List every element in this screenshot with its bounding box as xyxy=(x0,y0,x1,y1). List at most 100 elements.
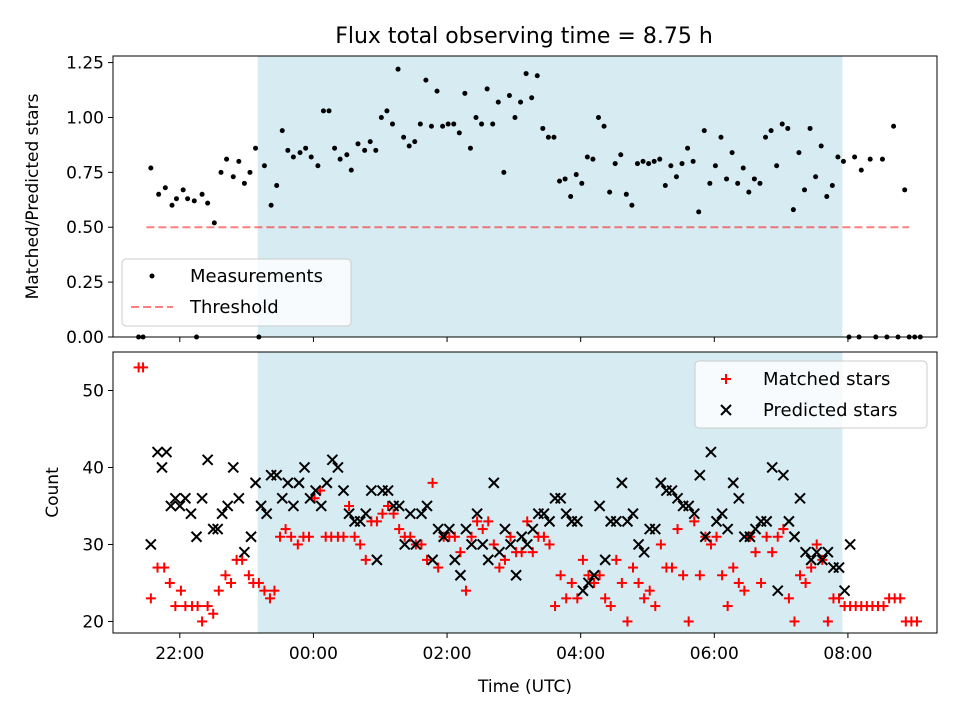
predicted-star-point xyxy=(426,554,439,566)
predicted-star-point xyxy=(174,500,186,512)
measurement-point xyxy=(746,189,752,195)
predicted-star-point xyxy=(638,546,650,558)
predicted-star-point xyxy=(833,561,845,574)
matched-star-point xyxy=(208,608,219,619)
predicted-star-point xyxy=(577,584,589,597)
legend-predicted-marker xyxy=(720,404,732,416)
predicted-star-point xyxy=(151,446,164,458)
predicted-star-point xyxy=(616,477,628,489)
predicted-star-point xyxy=(510,569,522,581)
top-panel: 0.00 0.25 0.50 0.75 1.00 1.25 Matched/Predict… xyxy=(23,54,938,348)
predicted-star-point xyxy=(799,546,812,558)
measurement-point xyxy=(445,121,451,127)
predicted-star-point xyxy=(371,554,383,566)
predicted-star-point xyxy=(309,484,322,497)
predicted-star-point xyxy=(293,477,305,489)
measurement-point xyxy=(673,174,679,180)
bottom-axes-frame xyxy=(112,351,938,634)
matched-star-point xyxy=(733,577,744,588)
matched-star-point xyxy=(360,554,371,565)
x-axis-label: Time (UTC) xyxy=(477,677,572,697)
measurement-point xyxy=(801,187,807,193)
predicted-star-point xyxy=(201,454,214,466)
measurement-point xyxy=(763,134,769,140)
predicted-star-point xyxy=(716,507,728,520)
legend-matched-marker xyxy=(721,374,731,384)
matched-star-point xyxy=(728,562,739,573)
measurement-point xyxy=(607,189,613,195)
measurement-point xyxy=(824,194,830,199)
matched-star-point xyxy=(377,508,388,519)
predicted-star-point xyxy=(460,523,472,535)
measurement-point xyxy=(173,196,179,202)
matched-star-point xyxy=(460,585,471,596)
x-tick-label: 02:00 xyxy=(423,644,472,664)
measurement-point xyxy=(484,86,490,92)
matched-star-point xyxy=(292,539,303,550)
matched-star-point xyxy=(477,524,488,535)
measurement-point xyxy=(840,158,846,164)
measurement-point xyxy=(701,128,707,134)
predicted-star-point xyxy=(504,538,517,551)
predicted-star-point xyxy=(733,492,745,504)
matched-star-point xyxy=(220,570,231,581)
x-tick-label: 06:00 xyxy=(690,644,739,664)
matched-star-point xyxy=(192,601,203,612)
predicted-star-point xyxy=(788,531,801,543)
predicted-star-point xyxy=(211,523,224,535)
predicted-star-point xyxy=(160,446,173,458)
predicted-star-point xyxy=(282,477,294,489)
bottom-y-tick-label: 50 xyxy=(82,381,104,401)
predicted-star-point xyxy=(343,507,355,520)
predicted-star-point xyxy=(499,523,511,535)
measurement-point xyxy=(406,143,412,149)
predicted-star-point xyxy=(432,523,444,535)
predicted-star-point xyxy=(476,538,489,551)
predicted-star-point xyxy=(760,515,773,528)
measurement-point xyxy=(573,172,579,178)
predicted-star-point xyxy=(404,507,417,520)
predicted-star-point xyxy=(169,492,182,504)
bottom-legend: Matched stars Predicted stars xyxy=(694,360,928,429)
measurement-point xyxy=(779,121,785,127)
measurement-point xyxy=(818,143,824,149)
measurement-point xyxy=(344,152,350,158)
predicted-star-point xyxy=(794,492,806,504)
matched-star-point xyxy=(756,577,767,588)
measurement-point xyxy=(879,156,885,162)
measurement-point xyxy=(495,99,501,105)
predicted-star-point xyxy=(421,500,433,512)
matched-star-point xyxy=(483,516,494,527)
measurement-point xyxy=(858,167,864,173)
predicted-star-point xyxy=(682,500,695,512)
predicted-star-point xyxy=(304,492,316,504)
chart-title: Flux total observing time = 8.75 h xyxy=(335,24,713,49)
measurement-point xyxy=(545,134,551,140)
predicted-star-point xyxy=(415,507,428,520)
matched-star-point xyxy=(672,524,683,535)
predicted-star-point xyxy=(538,507,550,520)
predicted-star-point xyxy=(688,507,700,520)
measurement-point xyxy=(241,180,247,186)
legend-threshold-label: Threshold xyxy=(189,297,279,318)
predicted-star-point xyxy=(482,554,494,566)
measurement-point xyxy=(337,156,343,162)
predicted-star-point xyxy=(588,569,600,581)
measurement-point xyxy=(595,114,601,120)
measurement-point xyxy=(440,123,446,129)
measurement-point xyxy=(679,161,685,167)
predicted-star-point xyxy=(443,523,455,535)
predicted-star-point xyxy=(811,546,823,558)
measurement-point xyxy=(308,154,314,160)
measurement-point xyxy=(634,161,640,167)
predicted-star-point xyxy=(766,461,778,474)
measurement-point xyxy=(378,114,384,120)
predicted-star-point xyxy=(207,523,219,535)
measurement-point xyxy=(523,71,529,77)
matched-star-point xyxy=(213,585,224,596)
predicted-star-point xyxy=(245,531,257,543)
matched-star-point xyxy=(494,562,505,573)
measurement-point xyxy=(434,88,440,94)
top-y-tick-label: 0.50 xyxy=(66,218,104,238)
